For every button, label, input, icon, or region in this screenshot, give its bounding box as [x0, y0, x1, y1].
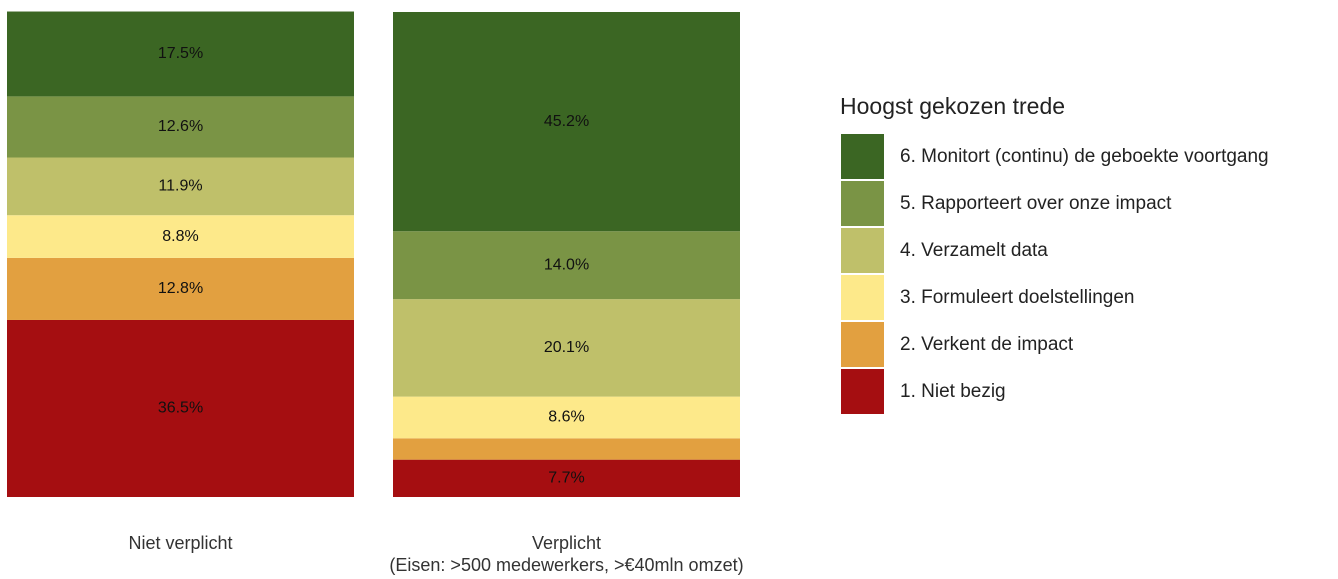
legend-swatch	[841, 181, 884, 226]
legend-swatch	[841, 228, 884, 273]
bar-segment	[7, 96, 354, 158]
data-label: 12.8%	[158, 280, 203, 297]
x-tick-label: Niet verplicht	[128, 533, 233, 553]
bar-segment	[393, 438, 740, 460]
data-label: 7.7%	[548, 470, 584, 487]
data-label: 36.5%	[158, 400, 203, 417]
bar-segment	[7, 11, 354, 97]
data-label: 45.2%	[544, 113, 589, 130]
data-label: 17.5%	[158, 45, 203, 62]
legend-label: 6. Monitort (continu) de geboekte voortg…	[900, 146, 1269, 167]
bar-segment	[393, 459, 740, 497]
data-label: 8.8%	[162, 228, 198, 245]
bar-segment	[7, 215, 354, 258]
x-tick-label: Verplicht (Eisen: >500 medewerkers, >€40…	[389, 533, 744, 575]
legend-swatch	[841, 369, 884, 414]
legend-swatch	[841, 134, 884, 179]
bar-segment	[393, 231, 740, 300]
bar-segment	[393, 12, 740, 232]
legend-label: 1. Niet bezig	[900, 381, 1006, 402]
bar-segment	[7, 157, 354, 216]
data-label: 14.0%	[544, 256, 589, 273]
legend-label: 2. Verkent de impact	[900, 334, 1074, 355]
bar-segment	[7, 319, 354, 497]
bar-segment	[393, 299, 740, 397]
data-label: 11.9%	[158, 178, 202, 195]
legend-label: 3. Formuleert doelstellingen	[900, 287, 1134, 308]
data-label: 20.1%	[544, 339, 589, 356]
legend-swatch	[841, 275, 884, 320]
legend-swatch	[841, 322, 884, 367]
data-label: 12.6%	[158, 118, 203, 135]
bar-segment	[393, 396, 740, 439]
bar-segment	[7, 257, 354, 320]
legend-label: 5. Rapporteert over onze impact	[900, 193, 1172, 214]
legend-label: 4. Verzamelt data	[900, 240, 1048, 261]
legend-title: Hoogst gekozen trede	[840, 93, 1065, 119]
data-label: 8.6%	[548, 409, 584, 426]
